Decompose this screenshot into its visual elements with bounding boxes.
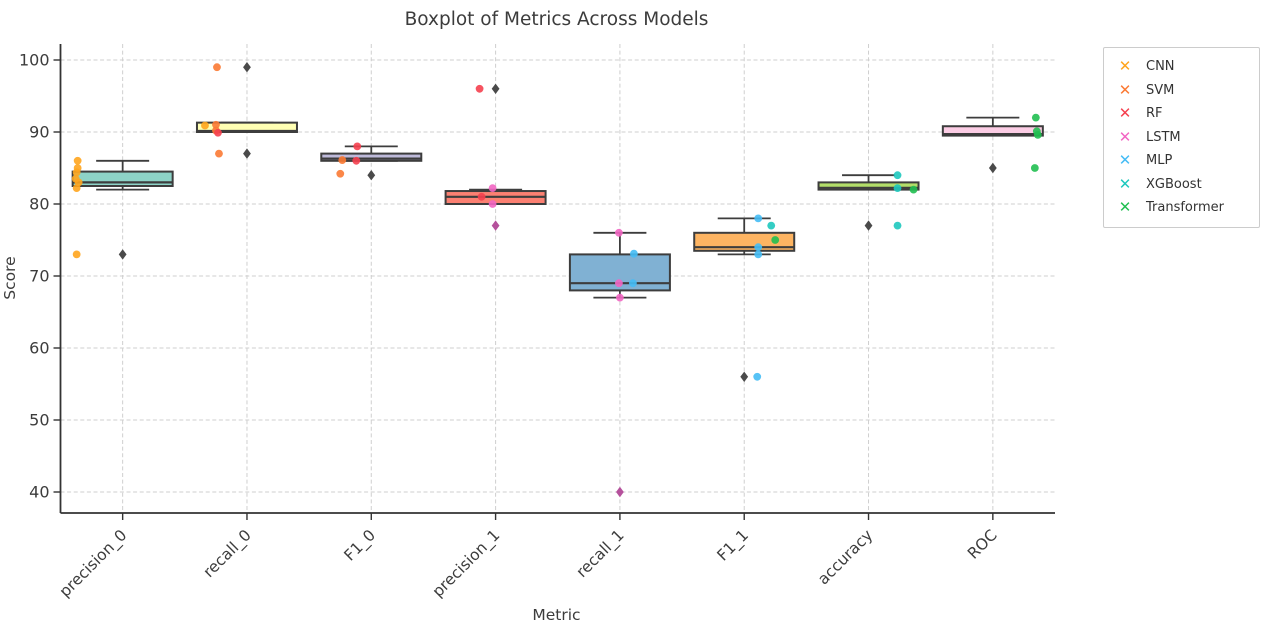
- point-XGBoost: [767, 221, 776, 230]
- x-marker-icon: ✕: [1118, 151, 1132, 170]
- outlier-diamond: [243, 148, 251, 159]
- point-SVM: [336, 169, 345, 178]
- x-tick-label: precision_1: [429, 526, 504, 601]
- legend-item-svm: ✕ SVM: [1117, 79, 1253, 103]
- point-MLP: [754, 214, 763, 223]
- legend-item-label: XGBoost: [1146, 176, 1202, 192]
- x-marker-icon: ✕: [1118, 57, 1132, 76]
- outlier-diamond: [243, 62, 251, 73]
- box-ROC: [941, 125, 1044, 137]
- x-marker-icon: ✕: [1118, 198, 1132, 217]
- point-RF: [214, 128, 222, 137]
- legend-item-label: RF: [1146, 106, 1163, 122]
- point-CNN: [72, 250, 81, 259]
- y-tick-label: 70: [29, 267, 49, 286]
- x-tick-label: accuracy: [814, 526, 876, 588]
- x-marker-icon: ✕: [1118, 127, 1132, 146]
- point-MLP: [629, 279, 637, 288]
- legend-item-label: LSTM: [1146, 129, 1181, 145]
- legend-item-label: Transformer: [1146, 200, 1225, 216]
- legend-item-label: CNN: [1146, 59, 1175, 75]
- point-Transformer: [1031, 113, 1040, 122]
- y-axis-label: Score: [1, 256, 19, 300]
- point-RF: [352, 156, 361, 165]
- box-F1_0: [320, 152, 423, 162]
- legend-item-xgboost: ✕ XGBoost: [1117, 173, 1253, 197]
- legend-item-lstm: ✕ LSTM: [1117, 126, 1253, 150]
- point-Transformer: [1033, 130, 1042, 139]
- box-accuracy: [817, 181, 920, 191]
- legend-item-rf: ✕ RF: [1117, 102, 1253, 126]
- point-SVM: [338, 156, 347, 164]
- x-tick-label: precision_0: [56, 526, 131, 601]
- x-tick-label: recall_0: [200, 526, 256, 582]
- point-XGBoost: [893, 171, 902, 180]
- y-tick-label: 100: [19, 51, 50, 70]
- point-MLP: [630, 249, 638, 258]
- point-Transformer: [1030, 164, 1039, 172]
- point-LSTM: [488, 184, 497, 193]
- legend-item-label: MLP: [1146, 153, 1173, 169]
- y-tick-label: 60: [29, 339, 49, 358]
- outlier-diamond: [491, 83, 500, 94]
- point-MLP: [754, 243, 763, 252]
- legend-item-transformer: ✕ Transformer: [1117, 196, 1253, 220]
- outlier-diamond: [491, 220, 500, 231]
- x-tick-label: recall_1: [573, 526, 629, 582]
- x-tick-label: F1_1: [714, 526, 753, 565]
- outlier-diamond: [367, 170, 376, 181]
- x-marker-icon: ✕: [1118, 80, 1132, 99]
- point-Transformer: [771, 236, 780, 244]
- point-MLP: [754, 250, 763, 259]
- point-CNN: [72, 184, 81, 193]
- legend: ✕ CNN ✕ SVM ✕ RF ✕ LSTM ✕ MLP ✕ XGBoost ✕ Transformer: [1103, 47, 1260, 228]
- outlier-diamond: [864, 220, 873, 231]
- y-tick-label: 90: [29, 123, 49, 142]
- point-RF: [353, 142, 362, 151]
- legend-item-cnn: ✕ CNN: [1117, 55, 1253, 79]
- point-XGBoost: [893, 184, 902, 193]
- legend-item-label: SVM: [1146, 82, 1175, 98]
- point-CNN: [201, 121, 209, 130]
- outlier-diamond: [740, 371, 749, 382]
- x-tick-label: F1_0: [341, 526, 380, 565]
- y-tick-label: 50: [29, 411, 49, 430]
- point-Transformer: [909, 185, 918, 194]
- outlier-diamond: [616, 486, 624, 498]
- x-marker-icon: ✕: [1118, 104, 1132, 123]
- point-SVM: [213, 63, 221, 72]
- x-tick-label: ROC: [964, 526, 1001, 563]
- outlier-diamond: [118, 249, 127, 260]
- point-RF: [477, 192, 486, 201]
- x-axis-label: Metric: [532, 606, 581, 624]
- chart-title: Boxplot of Metrics Across Models: [404, 9, 709, 30]
- point-CNN: [72, 168, 81, 177]
- point-MLP: [753, 372, 762, 381]
- point-RF: [475, 84, 484, 93]
- y-tick-label: 80: [29, 195, 49, 214]
- point-SVM: [212, 120, 220, 129]
- y-tick-label: 40: [29, 483, 49, 502]
- point-CNN: [73, 156, 82, 165]
- point-LSTM: [616, 293, 624, 302]
- point-LSTM: [488, 200, 497, 208]
- legend-item-mlp: ✕ MLP: [1117, 149, 1253, 173]
- outlier-diamond: [988, 162, 997, 174]
- point-XGBoost: [893, 221, 902, 230]
- point-LSTM: [615, 279, 623, 288]
- point-LSTM: [615, 228, 623, 237]
- x-marker-icon: ✕: [1118, 174, 1132, 193]
- box-precision_0: [71, 170, 174, 188]
- point-SVM: [215, 149, 223, 158]
